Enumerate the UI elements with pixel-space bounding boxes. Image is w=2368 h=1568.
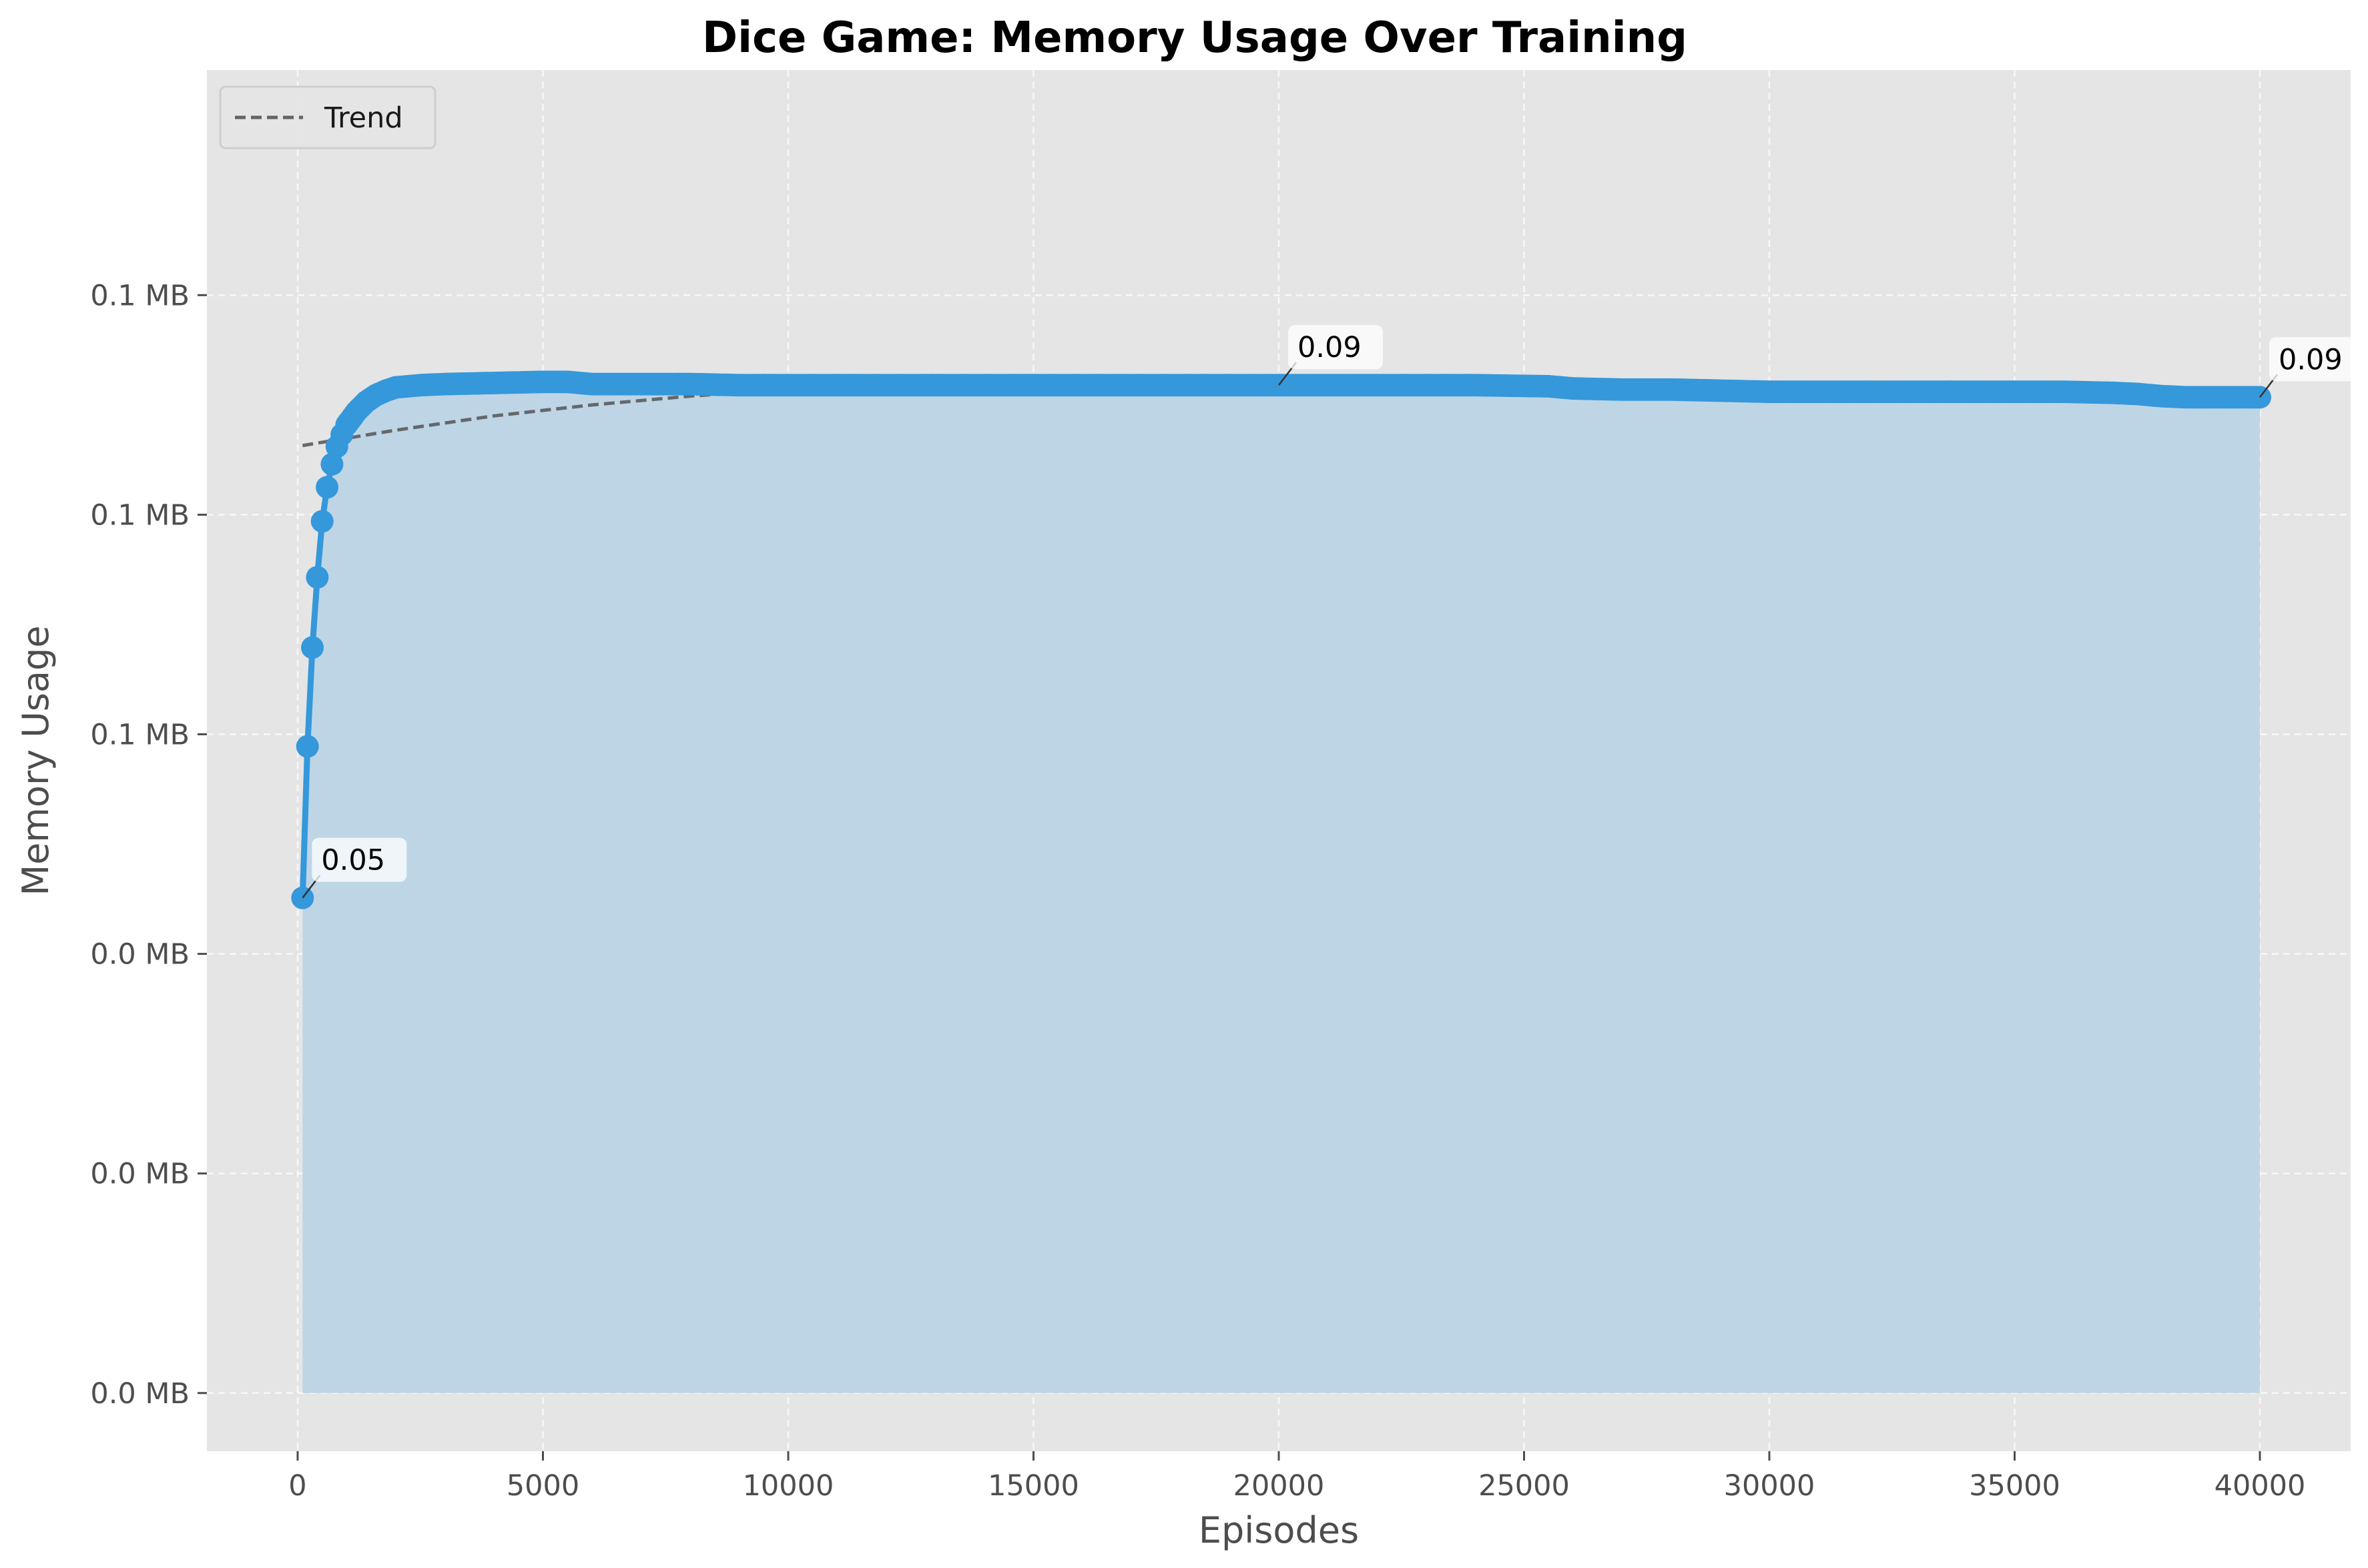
x-axis: 0 5000 10000 15000 20000 25000 30000 35000 40000 [288,1451,2305,1503]
y-tick-label: 0.1 MB [90,279,190,312]
annotation-box [1288,325,1383,370]
y-tick-label: 0.0 MB [90,938,190,971]
x-tick-label: 20000 [1233,1469,1325,1503]
y-tick-label: 0.0 MB [90,1377,190,1411]
data-point [301,636,324,659]
y-axis-label: Memory Usage [15,625,57,895]
legend-trend-label: Trend [324,101,403,135]
legend: Trend [219,85,436,149]
x-axis-label: Episodes [1199,1509,1359,1551]
x-tick-label: 35000 [1969,1469,2060,1503]
x-tick-label: 15000 [988,1469,1079,1503]
annotations: 0.05 0.09 0.09 [302,325,2365,899]
area-fill [302,382,2261,1393]
x-tick-label: 30000 [1724,1469,1815,1503]
annotation-box [312,837,407,882]
legend-box [219,85,436,149]
annotation-label: 0.09 [1297,331,1362,364]
area-fill-shape [302,382,2261,1393]
data-point [306,566,329,589]
series-markers [291,370,2272,909]
data-point [320,452,344,476]
annotation-label: 0.09 [2279,343,2343,376]
y-tick-label: 0.0 MB [90,1158,190,1191]
data-point [316,476,339,499]
annotation-box [2269,337,2365,382]
data-point [310,510,334,533]
x-tick-label: 0 [288,1469,306,1503]
y-tick-label: 0.1 MB [90,719,190,752]
annotation-label: 0.05 [321,844,385,877]
y-tick-label: 0.1 MB [90,498,190,532]
x-tick-label: 10000 [743,1469,834,1503]
x-tick-label: 25000 [1478,1469,1570,1503]
x-tick-label: 40000 [2214,1469,2306,1503]
data-point [296,735,319,758]
y-axis: 0.0 MB 0.0 MB 0.0 MB 0.1 MB 0.1 MB 0.1 MB [90,279,207,1411]
data-point [330,423,354,446]
chart-title: Dice Game: Memory Usage Over Training [702,13,1687,63]
x-tick-label: 5000 [507,1469,579,1503]
